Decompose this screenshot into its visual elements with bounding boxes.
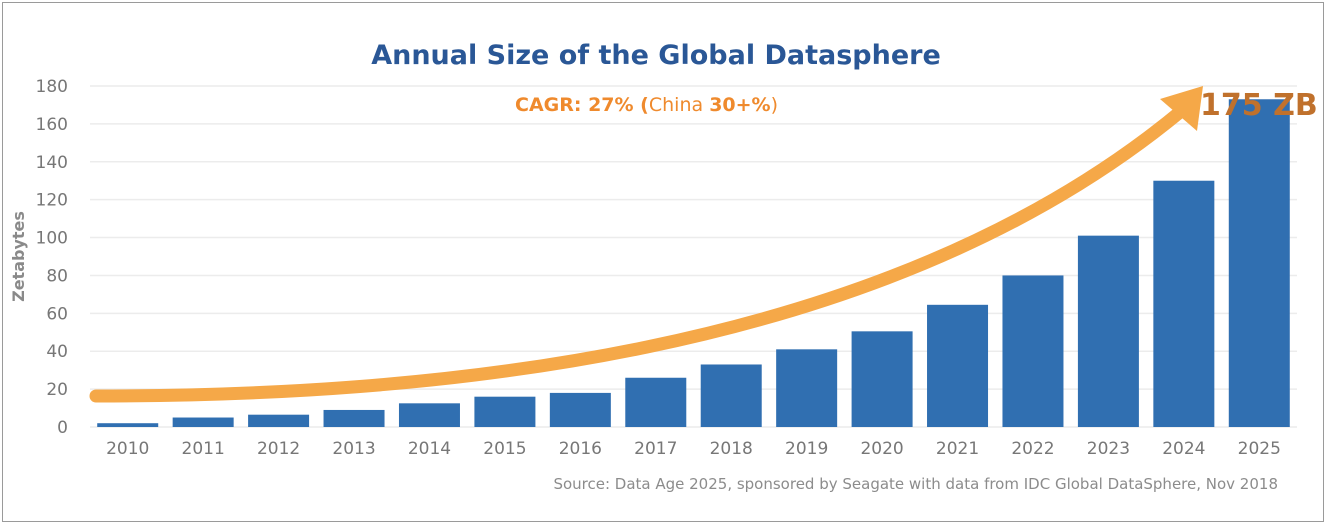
x-tick-label: 2024 xyxy=(1162,439,1205,459)
x-tick-label: 2017 xyxy=(634,439,677,459)
y-tick-label: 100 xyxy=(36,229,68,249)
growth-arrow xyxy=(89,86,1203,403)
cagr-main: CAGR: 27% ( xyxy=(515,94,649,116)
bar-2020 xyxy=(851,331,913,427)
bar-2019 xyxy=(776,349,838,427)
x-tick-label: 2020 xyxy=(860,439,903,459)
source-note: Source: Data Age 2025, sponsored by Seag… xyxy=(553,475,1278,493)
x-tick-label: 2015 xyxy=(483,439,526,459)
cagr-annotation: CAGR: 27% (China 30+%) xyxy=(515,94,778,116)
bar-2016 xyxy=(549,392,611,427)
x-tick-label: 2014 xyxy=(408,439,451,459)
bar-2022 xyxy=(1002,275,1064,427)
y-tick-label: 180 xyxy=(36,77,68,97)
bar-2025 xyxy=(1228,99,1290,427)
y-tick-label: 20 xyxy=(46,380,68,400)
bar-2014 xyxy=(398,403,460,427)
x-tick-label: 2012 xyxy=(257,439,300,459)
x-axis-ticks: 2010 2011 2012 2013 2014 2015 2016 2017 2018 2019… xyxy=(106,439,1281,459)
x-tick-label: 2016 xyxy=(559,439,602,459)
y-axis-ticks: 0 20 40 60 80 100 120 140 160 180 xyxy=(36,77,68,438)
x-tick-label: 2021 xyxy=(936,439,979,459)
y-axis-label: Zetabytes xyxy=(9,211,28,302)
y-tick-label: 140 xyxy=(36,153,68,173)
bar-2018 xyxy=(700,364,762,427)
bar-2013 xyxy=(323,409,385,427)
y-tick-label: 120 xyxy=(36,191,68,211)
bar-2011 xyxy=(172,417,234,427)
y-tick-label: 0 xyxy=(57,418,68,438)
growth-arrow-head xyxy=(1160,86,1203,131)
x-tick-label: 2013 xyxy=(332,439,375,459)
growth-arrow-shaft xyxy=(89,105,1187,403)
y-tick-label: 160 xyxy=(36,115,68,135)
cagr-china: China xyxy=(648,94,710,116)
chart-title: Annual Size of the Global Datasphere xyxy=(371,40,941,71)
bar-2010 xyxy=(97,423,159,427)
cagr-close: ) xyxy=(770,94,779,116)
bars xyxy=(97,99,1290,427)
x-tick-label: 2025 xyxy=(1238,439,1281,459)
bar-2023 xyxy=(1077,235,1139,427)
x-tick-label: 2023 xyxy=(1087,439,1130,459)
y-tick-label: 80 xyxy=(46,266,68,286)
cagr-china-rate: 30+% xyxy=(709,94,771,116)
x-tick-label: 2010 xyxy=(106,439,149,459)
y-tick-label: 40 xyxy=(46,342,68,362)
bar-2017 xyxy=(625,377,687,427)
x-tick-label: 2022 xyxy=(1011,439,1054,459)
bar-2012 xyxy=(248,414,310,427)
callout-175zb: 175 ZB xyxy=(1200,88,1318,123)
y-tick-label: 60 xyxy=(46,304,68,324)
bar-2021 xyxy=(927,304,989,427)
x-tick-label: 2019 xyxy=(785,439,828,459)
x-tick-label: 2011 xyxy=(182,439,225,459)
bar-2015 xyxy=(474,396,536,427)
x-tick-label: 2018 xyxy=(710,439,753,459)
bar-2024 xyxy=(1153,180,1215,427)
